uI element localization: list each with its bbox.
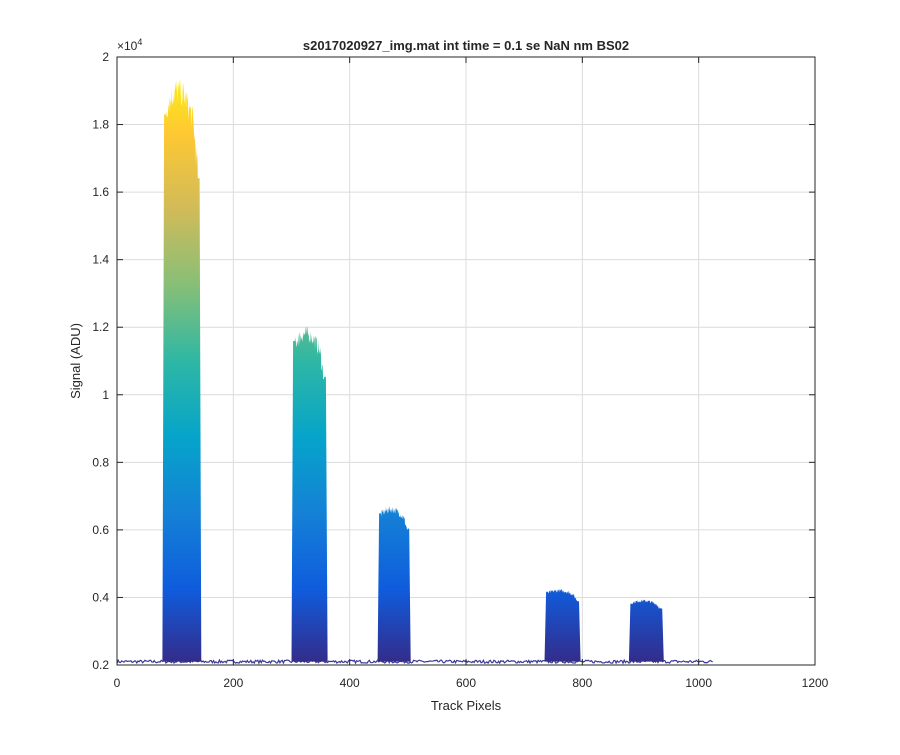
y-tick-label: 0.6 <box>92 523 109 537</box>
signal-peak-4 <box>544 589 581 662</box>
x-tick-label: 800 <box>572 676 592 690</box>
x-tick-label: 400 <box>340 676 360 690</box>
y-tick-label: 0.8 <box>92 455 109 469</box>
chart-title: s2017020927_img.mat int time = 0.1 se Na… <box>303 38 629 53</box>
x-tick-label: 1200 <box>802 676 829 690</box>
x-tick-labels: 0 200 400 600 800 1000 1200 <box>114 676 829 690</box>
tick-marks <box>116 56 816 666</box>
y-tick-label: 0.4 <box>92 590 109 604</box>
data-layer <box>117 77 713 665</box>
signal-peak-3 <box>377 505 411 662</box>
y-tick-label: 1.6 <box>92 185 109 199</box>
y-tick-label: 0.2 <box>92 658 109 672</box>
y-tick-label: 1.8 <box>92 118 109 132</box>
grid-lines <box>117 57 815 665</box>
y-tick-label: 1 <box>102 388 109 402</box>
y-axis-label: Signal (ADU) <box>68 323 83 399</box>
y-tick-label: 1.2 <box>92 320 109 334</box>
signal-peak-5 <box>628 599 664 662</box>
signal-peak-1 <box>162 77 202 662</box>
y-exponent-label: ×104 <box>117 37 142 53</box>
x-axis-label: Track Pixels <box>431 698 502 713</box>
x-tick-label: 1000 <box>685 676 712 690</box>
x-tick-label: 0 <box>114 676 121 690</box>
x-tick-label: 600 <box>456 676 476 690</box>
y-tick-label: 1.4 <box>92 253 109 267</box>
y-tick-labels: 0.2 0.4 0.6 0.8 1 1.2 1.4 1.6 1.8 2 <box>92 50 109 672</box>
y-tick-label: 2 <box>102 50 109 64</box>
signal-peak-2 <box>291 326 328 662</box>
x-tick-label: 200 <box>223 676 243 690</box>
baseline-trace <box>117 658 713 665</box>
